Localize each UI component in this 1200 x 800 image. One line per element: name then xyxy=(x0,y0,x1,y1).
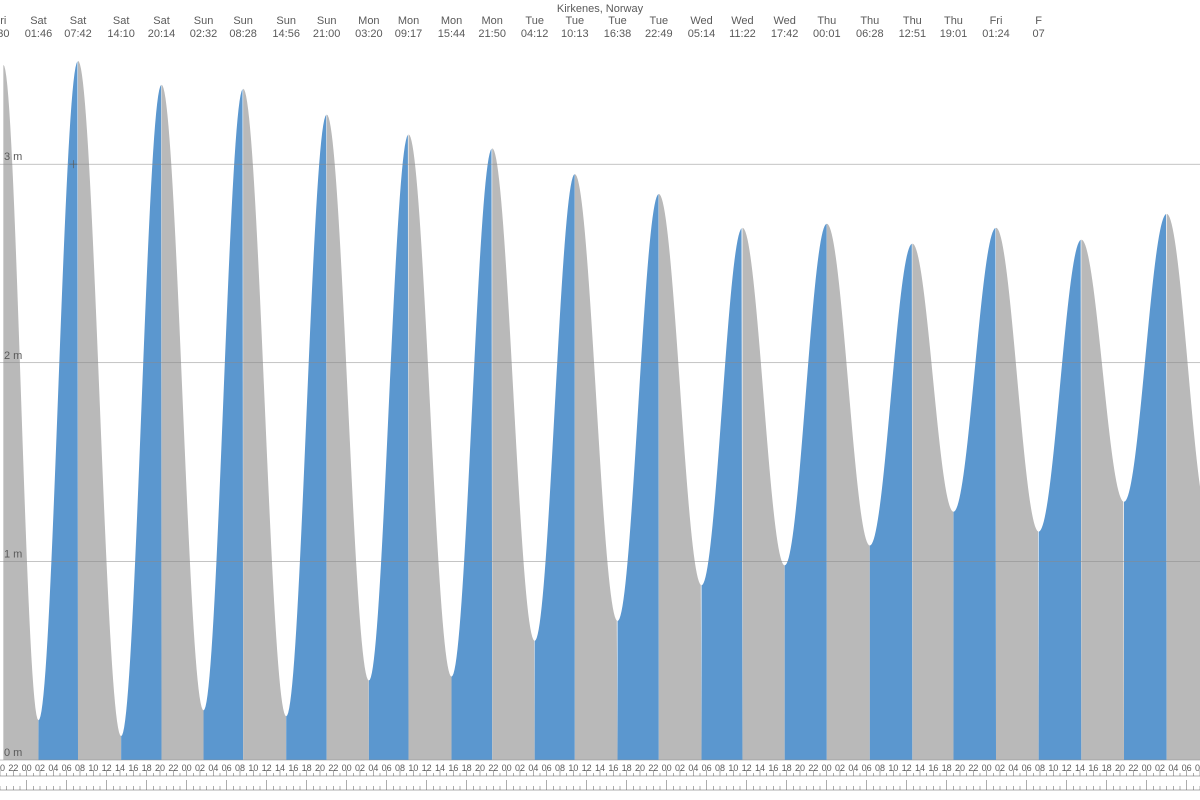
top-label-time: 14:56 xyxy=(272,28,300,40)
top-label-day: Wed xyxy=(731,15,753,27)
top-label-time: 00:01 xyxy=(813,28,841,40)
top-label-day: Wed xyxy=(773,15,795,27)
top-label-day: Sat xyxy=(113,15,130,27)
top-label-day: Thu xyxy=(903,15,922,27)
top-label-day: Thu xyxy=(860,15,879,27)
top-label-time: 01:24 xyxy=(982,28,1010,40)
top-label-day: Mon xyxy=(481,15,502,27)
top-label-day: Thu xyxy=(817,15,836,27)
top-label-day: Mon xyxy=(398,15,419,27)
y-tick-label: 0 m xyxy=(4,747,22,759)
top-time-labels: ri30Sat01:46Sat07:42Sat14:10Sat20:14Sun0… xyxy=(0,15,1045,40)
chart-title: Kirkenes, Norway xyxy=(557,3,644,15)
top-label-time: 20:14 xyxy=(148,28,176,40)
top-label-time: 07:42 xyxy=(64,28,92,40)
top-label-time: 05:14 xyxy=(688,28,716,40)
top-label-time: 12:51 xyxy=(899,28,927,40)
top-label-day: F xyxy=(1035,15,1042,27)
top-label-time: 06:28 xyxy=(856,28,884,40)
top-label-day: Sun xyxy=(233,15,253,27)
top-label-day: Mon xyxy=(441,15,462,27)
top-label-time: 07 xyxy=(1033,28,1045,40)
top-label-day: Fri xyxy=(990,15,1003,27)
y-tick-label: 2 m xyxy=(4,350,22,362)
top-label-time: 03:20 xyxy=(355,28,383,40)
y-tick-label: 1 m xyxy=(4,548,22,560)
y-tick-label: 3 m xyxy=(4,151,22,163)
top-label-time: 21:50 xyxy=(478,28,506,40)
top-label-time: 11:22 xyxy=(729,28,756,40)
top-label-day: Tue xyxy=(608,15,627,27)
top-label-day: Sat xyxy=(30,15,47,27)
top-label-day: Tue xyxy=(566,15,585,27)
top-label-day: Wed xyxy=(690,15,712,27)
top-label-day: Sat xyxy=(153,15,170,27)
tide-chart-svg: 0 m1 m2 m3 mKirkenes, Norwayri30Sat01:46… xyxy=(0,0,1200,800)
top-label-time: 30 xyxy=(0,28,9,40)
hour-label: 20 xyxy=(0,763,5,773)
top-label-time: 21:00 xyxy=(313,28,341,40)
top-label-day: Mon xyxy=(358,15,379,27)
top-label-day: Sun xyxy=(276,15,296,27)
top-label-time: 09:17 xyxy=(395,28,423,40)
top-label-time: 16:38 xyxy=(604,28,632,40)
top-label-time: 15:44 xyxy=(438,28,466,40)
top-label-day: Sun xyxy=(317,15,337,27)
top-label-time: 02:32 xyxy=(190,28,218,40)
tide-chart: 0 m1 m2 m3 mKirkenes, Norwayri30Sat01:46… xyxy=(0,0,1200,800)
top-label-time: 08:28 xyxy=(229,28,257,40)
top-label-time: 22:49 xyxy=(645,28,673,40)
tide-area xyxy=(3,61,1200,760)
top-label-day: Sun xyxy=(194,15,214,27)
top-label-time: 17:42 xyxy=(771,28,799,40)
top-label-day: Tue xyxy=(525,15,544,27)
top-label-time: 14:10 xyxy=(107,28,135,40)
top-label-time: 10:13 xyxy=(561,28,589,40)
top-label-day: Sat xyxy=(70,15,87,27)
x-hour-axis: 2022000204060810121416182022000204060810… xyxy=(0,763,1200,790)
top-label-day: Tue xyxy=(650,15,669,27)
top-label-time: 19:01 xyxy=(940,28,968,40)
top-label-time: 01:46 xyxy=(25,28,53,40)
top-label-time: 04:12 xyxy=(521,28,549,40)
hour-label: 08 xyxy=(1195,763,1200,773)
top-label-day: ri xyxy=(0,15,6,27)
top-label-day: Thu xyxy=(944,15,963,27)
